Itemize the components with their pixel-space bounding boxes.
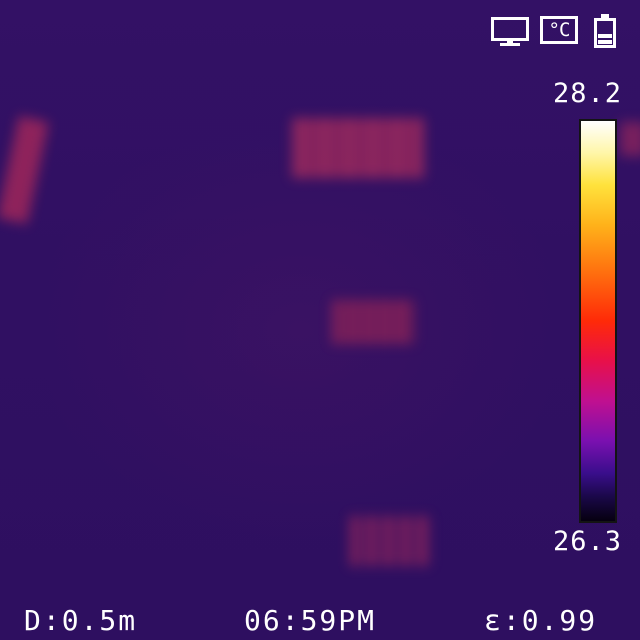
battery-icon <box>594 14 616 48</box>
clock-readout: 06:59PM <box>244 604 376 638</box>
celsius-unit-icon[interactable]: °C <box>540 16 578 44</box>
color-palette-bar <box>579 119 617 523</box>
heat-spot-left <box>0 116 48 224</box>
heat-spot-middle <box>332 300 414 344</box>
scale-min-temperature: 26.3 <box>526 527 622 557</box>
monitor-icon[interactable] <box>490 16 528 46</box>
scale-max-temperature: 28.2 <box>526 79 622 109</box>
distance-readout: D:0.5m <box>24 604 137 638</box>
heat-spot-top <box>292 118 424 178</box>
emissivity-readout: ε:0.99 <box>484 604 597 638</box>
heat-spot-bottom <box>350 516 430 566</box>
heat-spot-edge <box>620 122 640 156</box>
